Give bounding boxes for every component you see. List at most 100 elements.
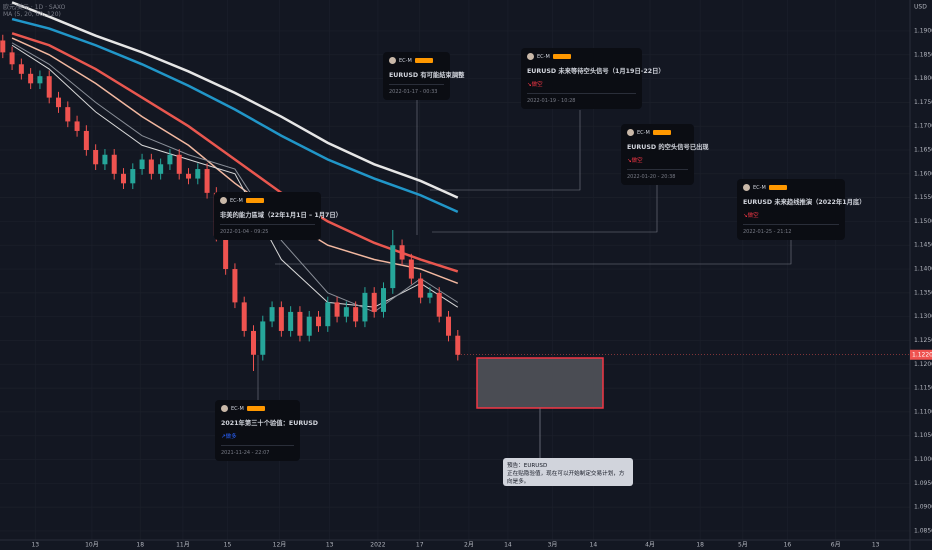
- idea-card[interactable]: EC-M EURUSD 未来趋线推演（2022年1月底） ↘做空 2022-01-25…: [737, 179, 866, 240]
- avatar: [527, 53, 534, 60]
- candle-body: [381, 288, 386, 312]
- y-tick-label: 1.10500: [914, 432, 932, 439]
- y-tick-label: 1.19000: [914, 27, 932, 34]
- idea-date: 2021-11-24 - 22:07: [221, 445, 294, 456]
- x-tick-label: 17: [416, 542, 424, 549]
- candle-body: [334, 302, 340, 317]
- idea-card[interactable]: EC-M EURUSD 的空头信号已出现 ↘做空 2022-01-20 - 20:38: [621, 124, 709, 185]
- y-tick-label: 1.16500: [914, 147, 932, 154]
- candle-body: [93, 150, 99, 165]
- x-tick-label: 12月: [273, 542, 287, 549]
- y-tick-label: 1.16000: [914, 170, 932, 177]
- y-tick-label: 1.18000: [914, 75, 932, 82]
- candle-body: [325, 302, 331, 327]
- idea-signal: ↘做空: [743, 213, 759, 219]
- x-tick-label: 13: [872, 542, 880, 549]
- candle-body: [37, 76, 43, 84]
- candle-body: [148, 159, 154, 174]
- candle-body: [288, 311, 294, 331]
- idea-author: EC-M: [399, 57, 412, 64]
- currency-label[interactable]: USD: [914, 4, 927, 11]
- candle-body: [158, 164, 164, 174]
- avatar: [743, 184, 750, 191]
- idea-card[interactable]: EC-M 非美的能力區域（22年1月1日 – 1月7日） 2022-01-04 - …: [214, 192, 342, 240]
- y-tick-label: 1.13500: [914, 289, 932, 296]
- idea-signal: ↗做多: [221, 434, 237, 440]
- x-tick-label: 13: [326, 542, 334, 549]
- avatar: [221, 405, 228, 412]
- idea-badge: [768, 185, 787, 190]
- x-tick-label: 18: [136, 542, 144, 549]
- idea-author-row: EC-M: [389, 57, 444, 64]
- symbol-label: 欧元/美元 · 1D · SAXO: [3, 4, 66, 11]
- candle-body: [28, 73, 34, 84]
- y-tick-label: 1.09500: [914, 480, 932, 487]
- y-tick-label: 1.17000: [914, 123, 932, 130]
- forecast-title: 預告：EURUSD: [507, 463, 548, 469]
- candle-body: [223, 235, 229, 270]
- moving-average: [11, 37, 459, 285]
- x-tick-label: 13: [31, 542, 39, 549]
- forecast-zone: [476, 357, 604, 409]
- idea-badge: [246, 406, 265, 411]
- candle-body: [102, 154, 108, 165]
- x-tick-label: 16: [784, 542, 792, 549]
- idea-author: EC-M: [637, 129, 650, 136]
- candle-body: [260, 321, 266, 355]
- idea-badge: [414, 58, 433, 63]
- candle-body: [343, 307, 349, 317]
- y-tick-label: 1.09000: [914, 504, 932, 511]
- y-tick-label: 1.11000: [914, 408, 932, 415]
- moving-average: [11, 17, 459, 214]
- idea-title: EURUSD 未来等待空头信号（1月19日-22日）: [527, 68, 665, 75]
- x-tick-label: 2月: [464, 542, 474, 549]
- candle-body: [83, 130, 89, 150]
- y-tick-label: 1.12500: [914, 337, 932, 344]
- moving-average: [11, 1, 459, 199]
- idea-badge: [652, 130, 671, 135]
- y-tick-label: 1.13000: [914, 313, 932, 320]
- x-tick-label: 11月: [176, 542, 190, 549]
- avatar: [220, 197, 227, 204]
- candle-body: [18, 64, 24, 74]
- x-tick-label: 3月: [548, 542, 558, 549]
- candle-body: [186, 173, 191, 179]
- x-tick-label: 18: [696, 542, 704, 549]
- idea-author-row: EC-M: [527, 53, 636, 60]
- idea-title: 2021年第三十个验值：EURUSD: [221, 420, 319, 427]
- candle-body: [65, 107, 71, 122]
- idea-author: EC-M: [537, 53, 550, 60]
- candle-body: [111, 154, 117, 174]
- idea-title: EURUSD 的空头信号已出现: [627, 144, 709, 151]
- candle-body: [9, 52, 15, 65]
- idea-date: 2022-01-19 - 10:28: [527, 93, 636, 104]
- candle-body: [251, 330, 256, 355]
- indicator-label: MA (5, 20, 60, 120): [3, 11, 61, 18]
- last-price-label: 1.12200: [912, 351, 932, 358]
- idea-author: EC-M: [753, 184, 766, 191]
- idea-date: 2022-01-25 - 21:12: [743, 224, 839, 235]
- last-price-box: [910, 349, 932, 360]
- idea-card[interactable]: EC-M 2021年第三十个验值：EURUSD ↗做多 2021-11-24 - 22…: [215, 400, 319, 461]
- candle-body: [130, 169, 136, 184]
- idea-author-row: EC-M: [220, 197, 315, 204]
- idea-card[interactable]: EC-M EURUSD 有可能結束調整 2022-01-17 - 00:33: [383, 52, 464, 100]
- candle-body: [427, 292, 433, 298]
- idea-date: 2022-01-20 - 20:38: [627, 169, 688, 180]
- y-tick-label: 1.15000: [914, 218, 932, 225]
- y-tick-label: 1.17500: [914, 99, 932, 106]
- candle-body: [297, 311, 303, 336]
- idea-author-row: EC-M: [221, 405, 294, 412]
- candle-body: [399, 245, 405, 260]
- idea-signal: ↘做空: [527, 82, 543, 88]
- candle-body: [408, 259, 414, 279]
- avatar: [627, 129, 634, 136]
- candle-body: [204, 169, 210, 193]
- forecast-text: 正在贴隐验值，现在可以开始制定交易计划，方向是多。: [507, 471, 625, 485]
- idea-author: EC-M: [230, 197, 243, 204]
- y-tick-label: 1.18500: [914, 51, 932, 58]
- candle-body: [446, 316, 451, 336]
- y-tick-label: 1.11500: [914, 385, 932, 392]
- idea-card[interactable]: EC-M EURUSD 未来等待空头信号（1月19日-22日） ↘做空 2022-01…: [521, 48, 665, 109]
